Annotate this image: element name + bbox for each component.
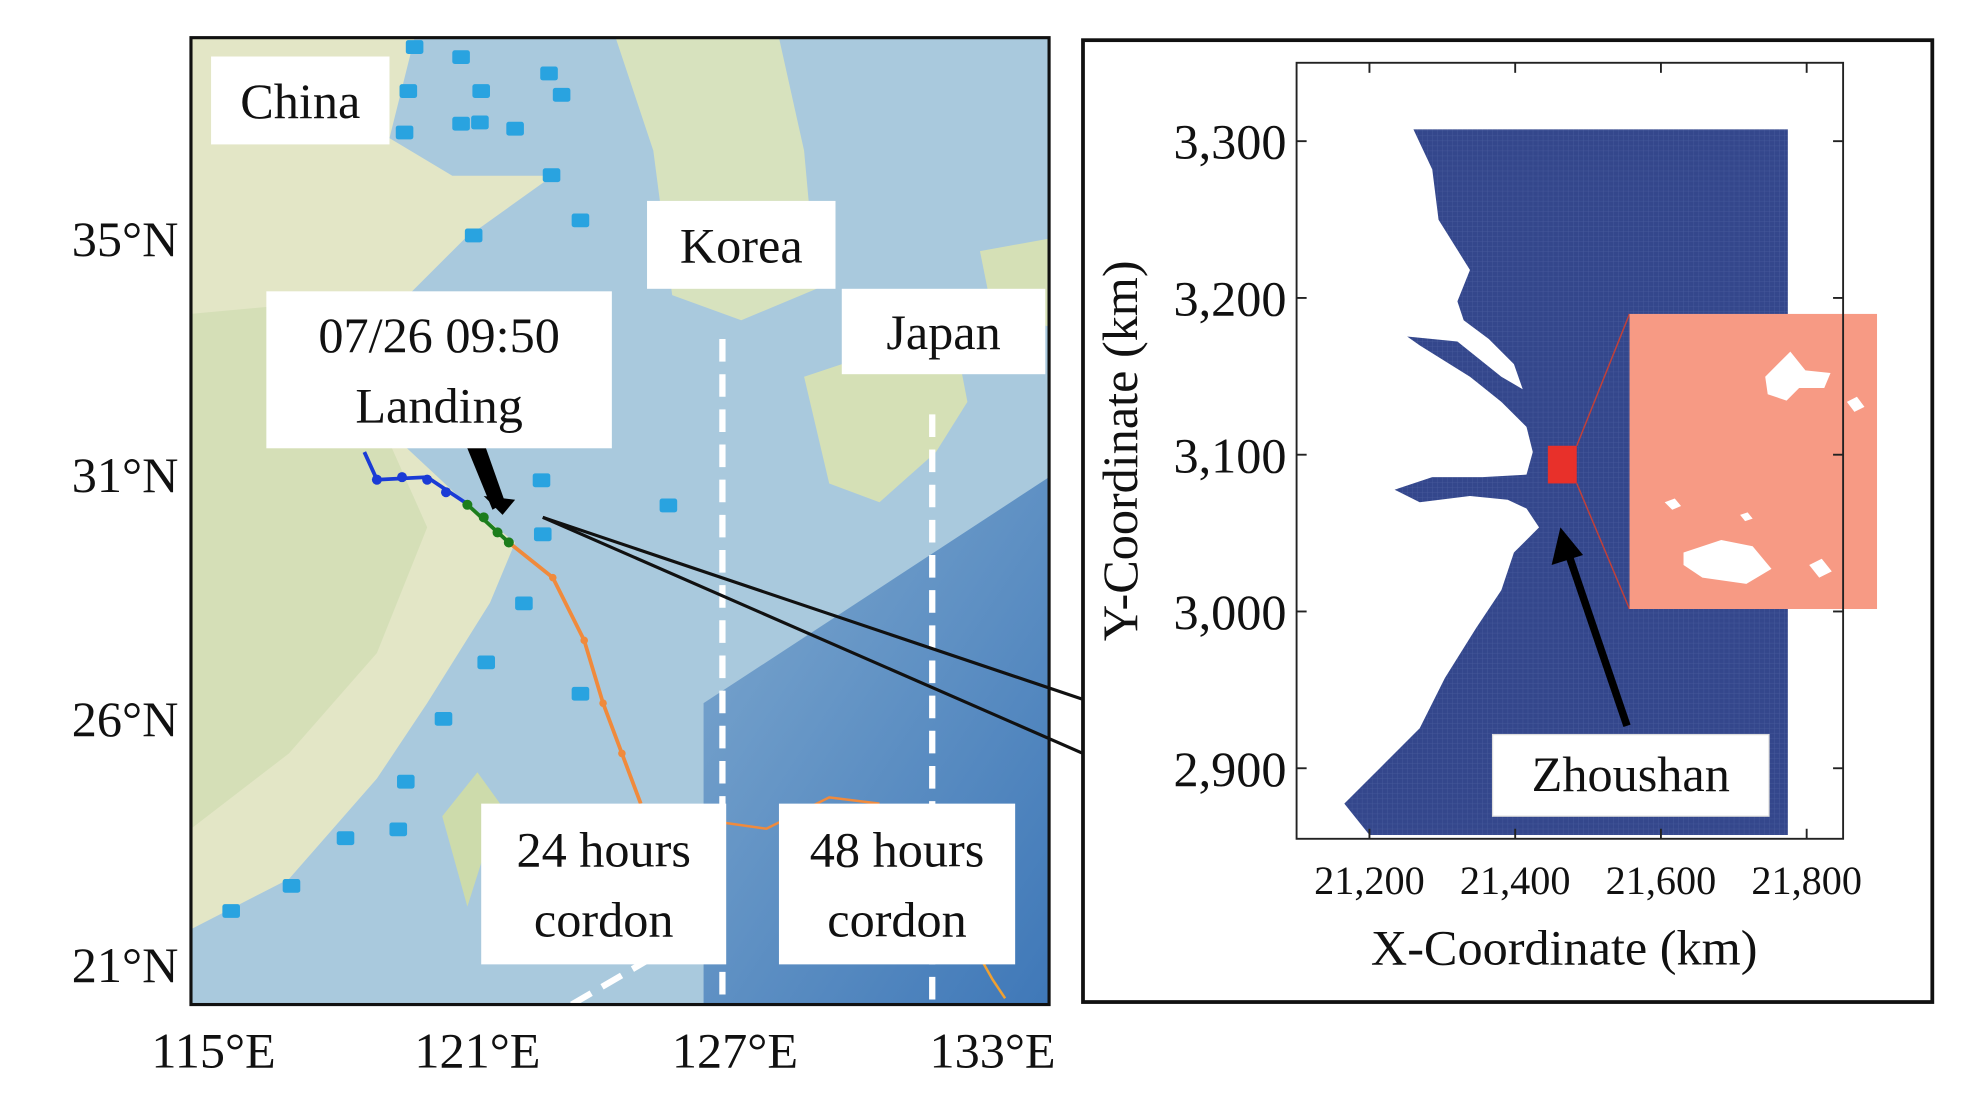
annotation-text: 48 hours bbox=[810, 821, 984, 877]
zoom-line bbox=[1576, 483, 1631, 610]
zhoushan-label: Zhoushan bbox=[1532, 746, 1730, 802]
axes-ticks: 21,200 21,400 21,600 21,800 2,900 3,000 3,100 3… bbox=[1173, 62, 1862, 903]
typhoon-track bbox=[362, 451, 1007, 999]
inset-islands bbox=[1664, 351, 1865, 584]
x-axis-label: X-Coordinate (km) bbox=[1371, 919, 1758, 975]
x-tick-label: 21,200 bbox=[1314, 858, 1425, 903]
callout-line bbox=[542, 515, 1084, 701]
annotation-text: cordon bbox=[827, 892, 967, 948]
annotation-box bbox=[481, 803, 727, 965]
annotation-text: China bbox=[240, 73, 360, 129]
annotation-text: 07/26 09:50 bbox=[318, 307, 559, 363]
x-tick-label: 21,800 bbox=[1751, 858, 1862, 903]
cordon-lines bbox=[570, 339, 936, 1005]
y-tick-label: 3,000 bbox=[1173, 584, 1286, 640]
annotation-text: cordon bbox=[534, 892, 674, 948]
annotation-text: Landing bbox=[355, 378, 522, 434]
callout-line bbox=[542, 515, 1084, 755]
lon-label: 127°E bbox=[672, 1022, 798, 1078]
y-tick-label: 3,300 bbox=[1173, 114, 1286, 170]
annotation-box bbox=[647, 200, 836, 289]
weather-icons bbox=[222, 40, 678, 918]
lat-label: 31°N bbox=[72, 447, 179, 503]
y-tick-label: 2,900 bbox=[1173, 741, 1286, 797]
zoom-box bbox=[1547, 445, 1577, 484]
zhoushan-arrow bbox=[1564, 551, 1631, 727]
y-tick-label: 3,100 bbox=[1173, 427, 1286, 483]
lon-label: 133°E bbox=[929, 1022, 1055, 1078]
lat-label: 21°N bbox=[72, 937, 179, 993]
zoom-line bbox=[1576, 313, 1631, 447]
annotation-text: Korea bbox=[680, 217, 803, 273]
annotation-text: 24 hours bbox=[516, 821, 690, 877]
japan-land bbox=[804, 336, 968, 503]
map-frame bbox=[189, 36, 1051, 1007]
annotation-box bbox=[1491, 733, 1770, 817]
x-tick-label: 21,600 bbox=[1606, 858, 1717, 903]
zhoushan-arrowhead bbox=[1551, 527, 1584, 566]
axes-frame bbox=[1295, 61, 1845, 840]
y-tick-label: 3,200 bbox=[1173, 271, 1286, 327]
annotation-box bbox=[841, 288, 1046, 375]
x-tick-label: 21,400 bbox=[1460, 858, 1571, 903]
annotation-text: Japan bbox=[886, 304, 1000, 360]
map-annotations: China Korea Japan 07/26 09:50 Landing 24 hour… bbox=[211, 56, 1046, 965]
lat-label: 35°N bbox=[72, 211, 179, 267]
annotation-box bbox=[778, 803, 1016, 965]
annotation-box bbox=[266, 291, 612, 449]
map-axis-labels: 35°N 31°N 26°N 21°N 115°E 121°E 127°E 133°E bbox=[72, 211, 1056, 1078]
y-axis-label: Y-Coordinate (km) bbox=[1092, 260, 1148, 641]
lon-label: 121°E bbox=[414, 1022, 540, 1078]
lat-label: 26°N bbox=[72, 691, 179, 747]
landing-arrowhead bbox=[483, 495, 516, 515]
annotation-box bbox=[211, 56, 390, 145]
lon-label: 115°E bbox=[151, 1022, 275, 1078]
